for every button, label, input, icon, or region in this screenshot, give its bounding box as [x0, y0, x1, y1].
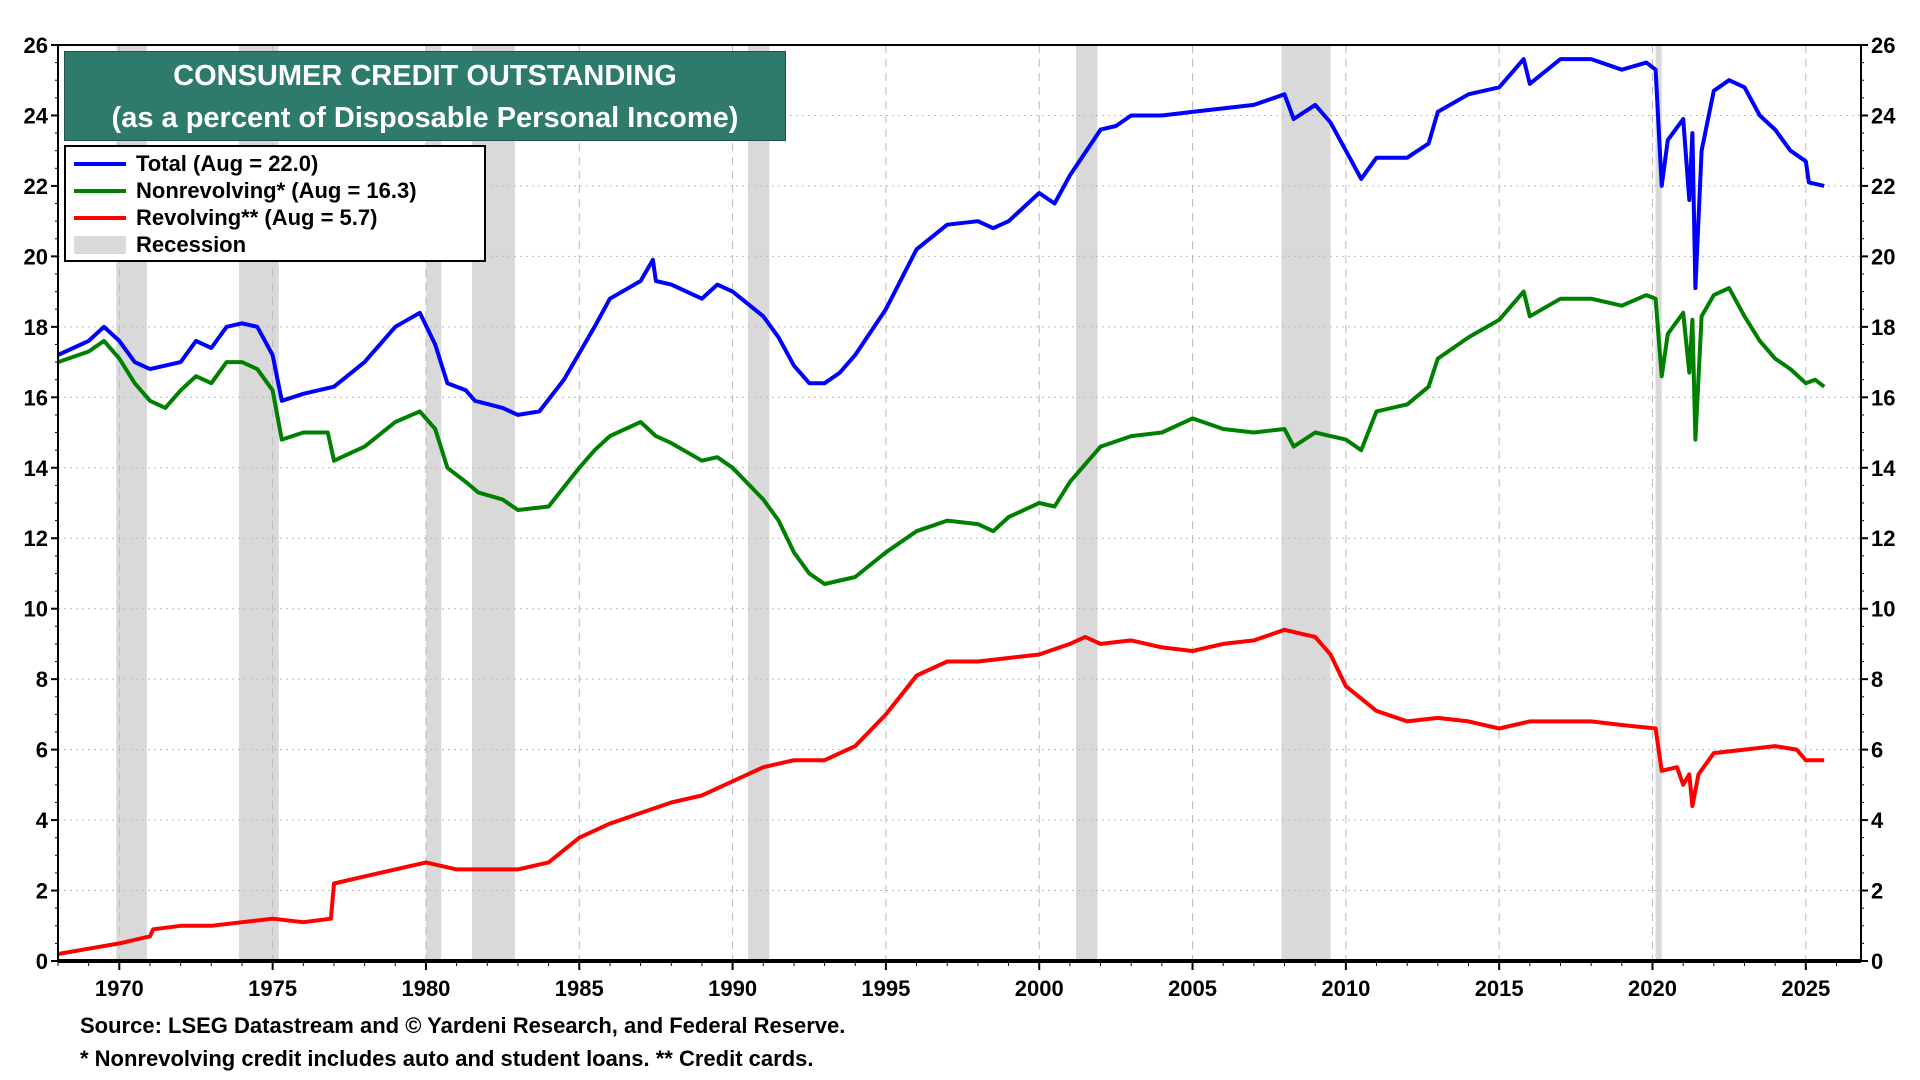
y-tick-label-left: 0 — [36, 949, 48, 974]
y-tick-label-left: 8 — [36, 667, 48, 692]
chart-title: CONSUMER CREDIT OUTSTANDING (as a percen… — [64, 51, 786, 141]
y-tick-label-right: 10 — [1871, 597, 1895, 622]
recession-band — [1655, 45, 1662, 961]
recession-band — [425, 45, 442, 961]
source-note: Source: LSEG Datastream and © Yardeni Re… — [80, 1013, 846, 1038]
legend-swatch-total — [74, 161, 126, 166]
recession-band — [1281, 45, 1331, 961]
series-line-total — [57, 57, 1825, 417]
y-tick-label-left: 10 — [24, 597, 48, 622]
y-tick-label-right: 20 — [1871, 244, 1895, 269]
x-tick-label: 1995 — [861, 976, 910, 1001]
y-tick-label-right: 6 — [1871, 738, 1883, 763]
y-tick-label-right: 0 — [1871, 949, 1883, 974]
legend: Total (Aug = 22.0) Nonrevolving* (Aug = … — [64, 145, 486, 262]
y-tick-label-left: 24 — [24, 103, 49, 128]
y-tick-label-right: 2 — [1871, 879, 1883, 904]
recession-band — [1076, 45, 1098, 961]
y-tick-label-left: 12 — [24, 526, 48, 551]
x-tick-label: 2015 — [1475, 976, 1524, 1001]
series-line-revolving — [57, 627, 1825, 956]
x-tick-label: 2000 — [1015, 976, 1064, 1001]
y-tick-label-right: 14 — [1871, 456, 1896, 481]
y-tick-label-right: 22 — [1871, 174, 1895, 199]
legend-swatch-nonrevolving — [74, 188, 126, 193]
legend-item-total: Total (Aug = 22.0) — [74, 150, 476, 177]
y-tick-label-left: 16 — [24, 385, 48, 410]
y-tick-label-left: 2 — [36, 879, 48, 904]
legend-label: Total (Aug = 22.0) — [136, 150, 319, 176]
series-line-nonrevolving — [57, 286, 1826, 586]
y-tick-label-right: 18 — [1871, 315, 1895, 340]
y-tick-label-left: 14 — [24, 456, 49, 481]
y-tick-label-right: 16 — [1871, 385, 1895, 410]
legend-swatch-revolving — [74, 215, 126, 220]
y-tick-label-right: 8 — [1871, 667, 1883, 692]
y-tick-label-left: 18 — [24, 315, 48, 340]
x-tick-label: 2010 — [1321, 976, 1370, 1001]
chart-title-line1: CONSUMER CREDIT OUTSTANDING — [173, 60, 677, 92]
legend-label: Revolving** (Aug = 5.7) — [136, 204, 378, 230]
y-tick-label-right: 4 — [1871, 808, 1884, 833]
footnote: * Nonrevolving credit includes auto and … — [80, 1046, 814, 1071]
y-tick-label-right: 24 — [1871, 103, 1896, 128]
x-tick-label: 1985 — [555, 976, 604, 1001]
legend-item-recession: Recession — [74, 231, 476, 258]
y-tick-label-left: 26 — [24, 33, 48, 58]
recession-band — [747, 45, 770, 961]
legend-item-nonrevolving: Nonrevolving* (Aug = 16.3) — [74, 177, 476, 204]
legend-label: Nonrevolving* (Aug = 16.3) — [136, 177, 417, 203]
legend-swatch-recession — [74, 235, 126, 254]
y-tick-label-left: 20 — [24, 244, 48, 269]
y-tick-label-left: 4 — [36, 808, 49, 833]
x-tick-label: 2020 — [1628, 976, 1677, 1001]
x-tick-label: 1980 — [401, 976, 450, 1001]
x-tick-label: 1970 — [95, 976, 144, 1001]
chart-title-line2: (as a percent of Disposable Personal Inc… — [111, 102, 739, 134]
y-tick-label-right: 26 — [1871, 33, 1895, 58]
x-tick-label: 1975 — [248, 976, 297, 1001]
legend-label: Recession — [136, 231, 247, 257]
x-tick-label: 1990 — [708, 976, 757, 1001]
y-tick-label-left: 6 — [36, 738, 48, 763]
legend-item-revolving: Revolving** (Aug = 5.7) — [74, 204, 476, 231]
x-tick-label: 2005 — [1168, 976, 1217, 1001]
x-tick-label: 2025 — [1781, 976, 1830, 1001]
y-tick-label-left: 22 — [24, 174, 48, 199]
y-tick-label-right: 12 — [1871, 526, 1895, 551]
